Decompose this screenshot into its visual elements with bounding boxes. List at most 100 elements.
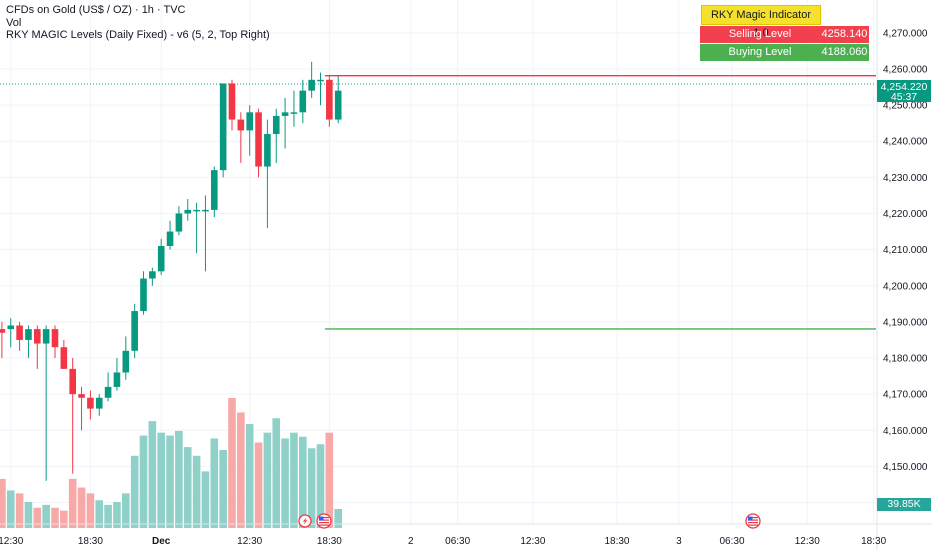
candle-body xyxy=(299,90,307,113)
time-tick-label: Dec xyxy=(152,536,171,547)
candlesticks xyxy=(0,61,342,481)
volume-bar xyxy=(42,504,50,528)
flag-stripe xyxy=(748,524,758,526)
volume-bar xyxy=(24,502,33,528)
time-tick-label: 18:30 xyxy=(317,536,342,547)
volume-bar xyxy=(334,508,342,528)
candle-body xyxy=(34,329,41,344)
candle-body xyxy=(175,213,183,232)
time-tick-label: 18:30 xyxy=(78,536,103,547)
candle-body xyxy=(113,372,121,387)
candle-body xyxy=(140,278,147,312)
buying-level-value: 4188.060 xyxy=(821,46,868,58)
candle-body xyxy=(317,79,324,82)
selling-level-label: Selling Level xyxy=(728,28,792,40)
price-tick-label: 4,240.000 xyxy=(883,137,928,148)
buying-level-label: Buying Level xyxy=(728,46,792,58)
price-tick-label: 4,270.000 xyxy=(883,28,928,39)
symbol-title[interactable]: CFDs on Gold (US$ / OZ) · 1h · TVC xyxy=(6,4,186,16)
flag-circle xyxy=(745,513,761,529)
candle-body xyxy=(211,170,218,210)
price-tick-label: 4,180.000 xyxy=(883,354,928,365)
volume-bar xyxy=(210,438,219,528)
volume-bar xyxy=(316,444,325,528)
candle-body xyxy=(255,112,262,167)
price-tick-label: 4,160.000 xyxy=(883,426,928,437)
candle-body xyxy=(87,397,94,409)
bar-countdown: 45:37 xyxy=(890,91,918,103)
time-tick-label: 12:30 xyxy=(795,536,820,547)
time-axis[interactable]: 12:30 18:30 Dec 12:30 18:30 2 06:30 12:30 18:30 3… xyxy=(0,523,932,547)
price-tick-label: 4,150.000 xyxy=(883,462,928,473)
volume-bar xyxy=(104,504,112,528)
volume-legend[interactable]: Vol xyxy=(6,16,22,29)
candle-body xyxy=(334,90,342,120)
volume-bar xyxy=(263,432,272,528)
price-tick-label: 4,220.000 xyxy=(883,209,928,220)
volume-bar xyxy=(60,510,68,528)
flag-canton xyxy=(748,516,753,521)
chart-legend: CFDs on Gold (US$ / OZ) · 1h · TVC Vol R… xyxy=(6,4,270,42)
candle-body xyxy=(202,209,209,212)
time-tick-label: 06:30 xyxy=(720,536,745,547)
flag-stripe xyxy=(319,522,329,524)
time-tick-label: 2 xyxy=(408,536,414,547)
candle-body xyxy=(131,311,138,351)
volume-bar xyxy=(254,442,263,528)
volume-bar xyxy=(325,432,334,528)
rky-panel-title: RKY Magic Indicator 1.0 xyxy=(701,5,821,39)
indicator-legend[interactable]: RKY MAGIC Levels (Daily Fixed) - v6 (5, … xyxy=(6,29,270,41)
candle-body xyxy=(16,325,23,340)
flag-stripe xyxy=(748,522,758,524)
time-tick-label: 06:30 xyxy=(445,536,470,547)
volume-bar xyxy=(281,438,289,528)
volume-bar xyxy=(6,490,15,528)
candle-body xyxy=(281,112,289,116)
price-tick-label: 4,190.000 xyxy=(883,317,928,328)
volume-bar xyxy=(192,455,201,528)
volume-bars xyxy=(0,398,342,528)
candle-body xyxy=(326,79,333,120)
volume-bar xyxy=(130,455,139,528)
candle-body xyxy=(264,134,271,167)
us-flag-icon[interactable] xyxy=(745,513,761,529)
event-flash-icon[interactable] xyxy=(298,514,312,528)
candle-body xyxy=(78,394,85,398)
flag-stripe xyxy=(748,519,758,521)
volume-bar xyxy=(113,502,121,528)
candle-body xyxy=(237,119,245,131)
time-tick-label: 12:30 xyxy=(237,536,262,547)
volume-bar xyxy=(201,471,210,528)
candle-body xyxy=(25,329,32,340)
candle-body xyxy=(122,350,130,373)
time-tick-label: 3 xyxy=(676,536,682,547)
volume-bar xyxy=(175,430,183,528)
selling-level-value: 4258.140 xyxy=(821,28,868,40)
last-price-badge: 4,254.220 45:37 xyxy=(877,80,931,102)
event-markers[interactable] xyxy=(298,513,761,529)
candle-body xyxy=(228,83,236,120)
flag-stripe xyxy=(319,519,329,521)
candle-body xyxy=(149,271,156,279)
volume-bar xyxy=(272,418,281,528)
volume-bar xyxy=(51,507,59,528)
flag-canton xyxy=(319,516,324,521)
volume-bar xyxy=(15,493,24,528)
time-tick-label: 12:30 xyxy=(0,536,24,547)
price-tick-label: 4,170.000 xyxy=(883,390,928,401)
volume-bar xyxy=(228,398,236,528)
flash-bolt xyxy=(303,517,308,525)
volume-bar xyxy=(86,493,95,528)
volume-bar xyxy=(0,478,6,528)
us-flag-icon[interactable] xyxy=(316,513,332,529)
flag-stripe xyxy=(319,524,329,526)
last-price-value: 4,254.220 xyxy=(880,81,928,93)
candle-body xyxy=(42,329,50,344)
price-tick-label: 4,260.000 xyxy=(883,64,928,75)
price-tick-label: 4,230.000 xyxy=(883,173,928,184)
price-tick-label: 4,200.000 xyxy=(883,281,928,292)
candle-body xyxy=(69,368,76,395)
candle-body xyxy=(60,347,68,369)
candle-body xyxy=(0,329,6,333)
